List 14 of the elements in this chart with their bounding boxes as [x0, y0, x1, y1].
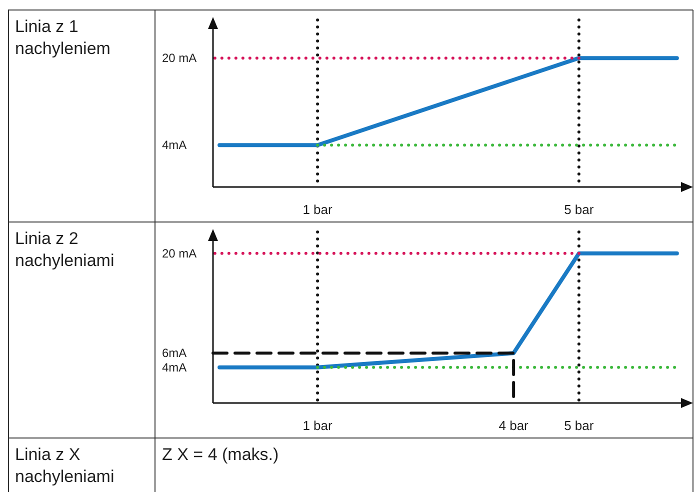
text: Linia z 1 nachyleniem: [15, 17, 110, 58]
text: Linia z 2 nachyleniami: [15, 229, 114, 270]
y-tick-label: 20 mA: [162, 51, 197, 66]
x-tick-label: 5 bar: [564, 202, 594, 217]
y-tick-label: 6mA: [162, 346, 187, 360]
x-tick-label: 1 bar: [302, 202, 334, 217]
y-tick-label: 20 mA: [162, 246, 197, 260]
text: Linia z X nachyleniami: [15, 445, 114, 486]
y-tick-label: 4mA: [162, 138, 187, 152]
text: Z X = 4 (maks.): [162, 445, 279, 464]
y-tick-label: 4mA: [162, 360, 187, 374]
x-tick-label: 5 bar: [564, 418, 594, 433]
x-tick-label: 4 bar: [498, 418, 530, 433]
x-tick-label: 1 bar: [302, 418, 334, 433]
